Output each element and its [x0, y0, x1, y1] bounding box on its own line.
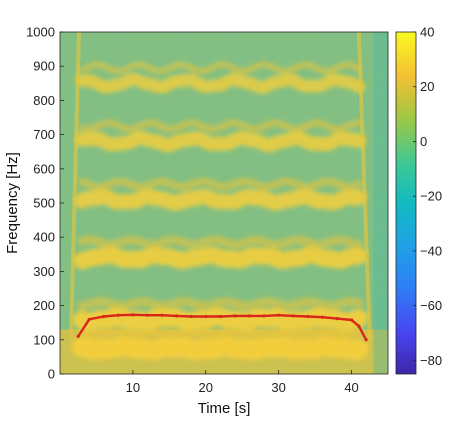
x-tick-label: 30	[271, 380, 285, 395]
y-tick-label: 800	[33, 93, 55, 108]
pitch-track-point	[102, 314, 106, 319]
pitch-track-point	[145, 313, 150, 317]
y-tick-label: 200	[33, 298, 55, 313]
pitch-track-point	[218, 314, 222, 319]
colorbar-tick-label: 20	[420, 79, 434, 94]
y-tick-label: 900	[33, 59, 55, 74]
pitch-track-point	[189, 314, 193, 319]
pitch-track-point	[116, 313, 120, 317]
harmonic-band	[74, 188, 367, 211]
pitch-track-point	[87, 317, 91, 321]
x-tick-label: 10	[126, 380, 140, 395]
y-tick-label: 300	[33, 264, 55, 279]
harmonic-band	[75, 72, 366, 94]
x-axis-label: Time [s]	[198, 400, 251, 417]
pitch-track-point	[335, 317, 339, 321]
harmonic-band-ridge	[77, 235, 364, 249]
y-tick-label: 100	[33, 332, 55, 347]
harmonic-bands	[71, 61, 369, 361]
offset-sweep	[356, 32, 372, 340]
y-axis-ticks: 0 100 200 300 400 500 600 700 800 900 1000	[26, 25, 64, 382]
harmonic-band-ridge	[76, 326, 364, 340]
pitch-track-point	[131, 313, 135, 317]
y-tick-label: 400	[33, 230, 55, 245]
colorbar-tick-label: −80	[420, 353, 442, 368]
harmonic-band	[73, 246, 368, 270]
y-axis-label: Frequency [Hz]	[4, 152, 21, 254]
x-axis-ticks: 10 20 30 40	[126, 370, 359, 395]
colorbar: 40 20 0 −20 −40 −60 −80	[395, 25, 442, 375]
pitch-track-point	[357, 324, 361, 328]
pitch-track-point	[160, 313, 164, 317]
colorbar-tick-label: −40	[420, 243, 442, 258]
plot-area: 10 20 30 40 0 100 200 300 400 500 600 700 800 900 100…	[26, 25, 389, 395]
pitch-track-point	[175, 314, 179, 318]
harmonic-band-ridge	[78, 119, 363, 133]
colorbar-tick-label: −20	[420, 189, 442, 204]
y-tick-label: 500	[33, 196, 55, 211]
pitch-track-point	[364, 338, 368, 342]
harmonic-band-ridge	[77, 297, 364, 311]
pitch-track-point	[247, 314, 252, 318]
x-tick-label: 20	[199, 380, 213, 395]
colorbar-ticks: 40 20 0 −20 −40 −60 −80	[413, 25, 442, 368]
colorbar-tick-label: −60	[420, 298, 442, 313]
pitch-track-point	[204, 314, 208, 319]
pitch-track-point	[76, 334, 80, 338]
pitch-track-point	[291, 314, 295, 318]
onset-sweep	[68, 32, 81, 340]
y-tick-label: 1000	[26, 25, 55, 40]
y-tick-label: 700	[33, 127, 55, 142]
pitch-track-point	[277, 313, 281, 317]
colorbar-tick-label: 0	[420, 134, 427, 149]
colorbar-gradient	[395, 31, 417, 375]
x-tick-label: 40	[344, 380, 358, 395]
pitch-track-point	[262, 314, 266, 318]
harmonic-band	[71, 336, 369, 361]
pitch-track-line	[77, 313, 368, 341]
pitch-track-point	[233, 314, 237, 318]
harmonic-band-ridge	[78, 61, 362, 75]
y-tick-label: 600	[33, 161, 55, 176]
pitch-track-point	[320, 315, 324, 319]
pitch-track-point	[350, 318, 354, 322]
harmonic-band	[74, 130, 366, 153]
pitch-track-point	[306, 314, 310, 319]
y-tick-label: 0	[48, 367, 55, 382]
silence-region	[373, 32, 388, 374]
colorbar-tick-label: 40	[420, 25, 434, 40]
harmonic-band-ridge	[78, 177, 363, 191]
